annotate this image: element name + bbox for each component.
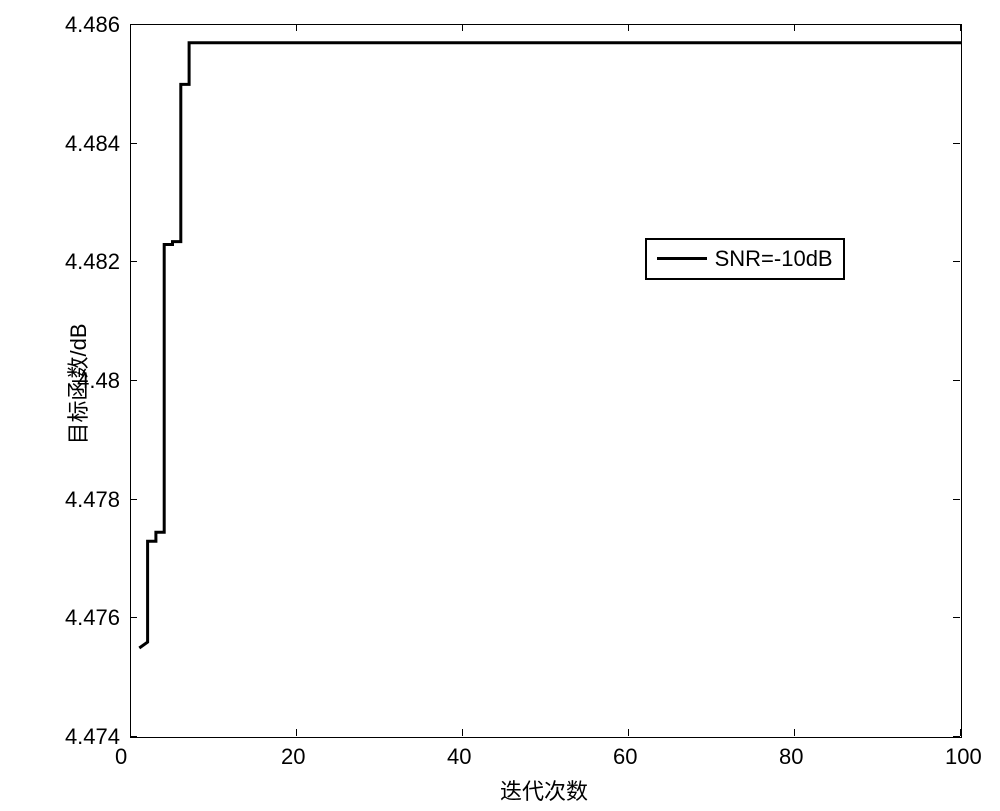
chart-container: 目标函数/dB 迭代次数 SNR=-10dB 0204060801004.474…	[0, 0, 1000, 811]
y-tick-label: 4.482	[65, 249, 120, 275]
data-line	[139, 43, 961, 648]
x-tick-top	[296, 24, 297, 31]
y-tick-right	[953, 261, 960, 262]
x-tick-top	[462, 24, 463, 31]
y-tick-label: 4.484	[65, 131, 120, 157]
x-tick-label: 100	[945, 744, 982, 770]
x-tick-label: 80	[779, 744, 803, 770]
y-tick	[130, 261, 137, 262]
x-tick-top	[794, 24, 795, 31]
x-tick	[960, 729, 961, 736]
y-tick	[130, 380, 137, 381]
y-tick	[130, 24, 137, 25]
y-tick-label: 4.476	[65, 605, 120, 631]
y-tick-right	[953, 143, 960, 144]
plot-area	[130, 24, 962, 738]
legend: SNR=-10dB	[645, 238, 845, 280]
y-tick	[130, 143, 137, 144]
x-tick-label: 60	[613, 744, 637, 770]
x-tick-top	[960, 24, 961, 31]
x-tick-top	[130, 24, 131, 31]
y-tick-label: 4.474	[65, 724, 120, 750]
y-tick-right	[953, 736, 960, 737]
y-tick-label: 4.48	[77, 368, 120, 394]
y-tick	[130, 736, 137, 737]
x-tick	[462, 729, 463, 736]
y-tick-right	[953, 617, 960, 618]
y-tick	[130, 617, 137, 618]
x-tick-top	[628, 24, 629, 31]
x-tick	[794, 729, 795, 736]
legend-line-sample	[657, 257, 707, 260]
x-tick	[628, 729, 629, 736]
y-tick-label: 4.486	[65, 12, 120, 38]
y-tick	[130, 499, 137, 500]
y-tick-right	[953, 499, 960, 500]
x-tick-label: 20	[281, 744, 305, 770]
x-axis-label: 迭代次数	[500, 774, 588, 806]
y-tick-label: 4.478	[65, 487, 120, 513]
line-series	[131, 25, 961, 737]
y-tick-right	[953, 380, 960, 381]
x-tick-label: 40	[447, 744, 471, 770]
y-tick-right	[953, 24, 960, 25]
legend-label: SNR=-10dB	[715, 246, 833, 272]
x-tick	[130, 729, 131, 736]
x-tick	[296, 729, 297, 736]
